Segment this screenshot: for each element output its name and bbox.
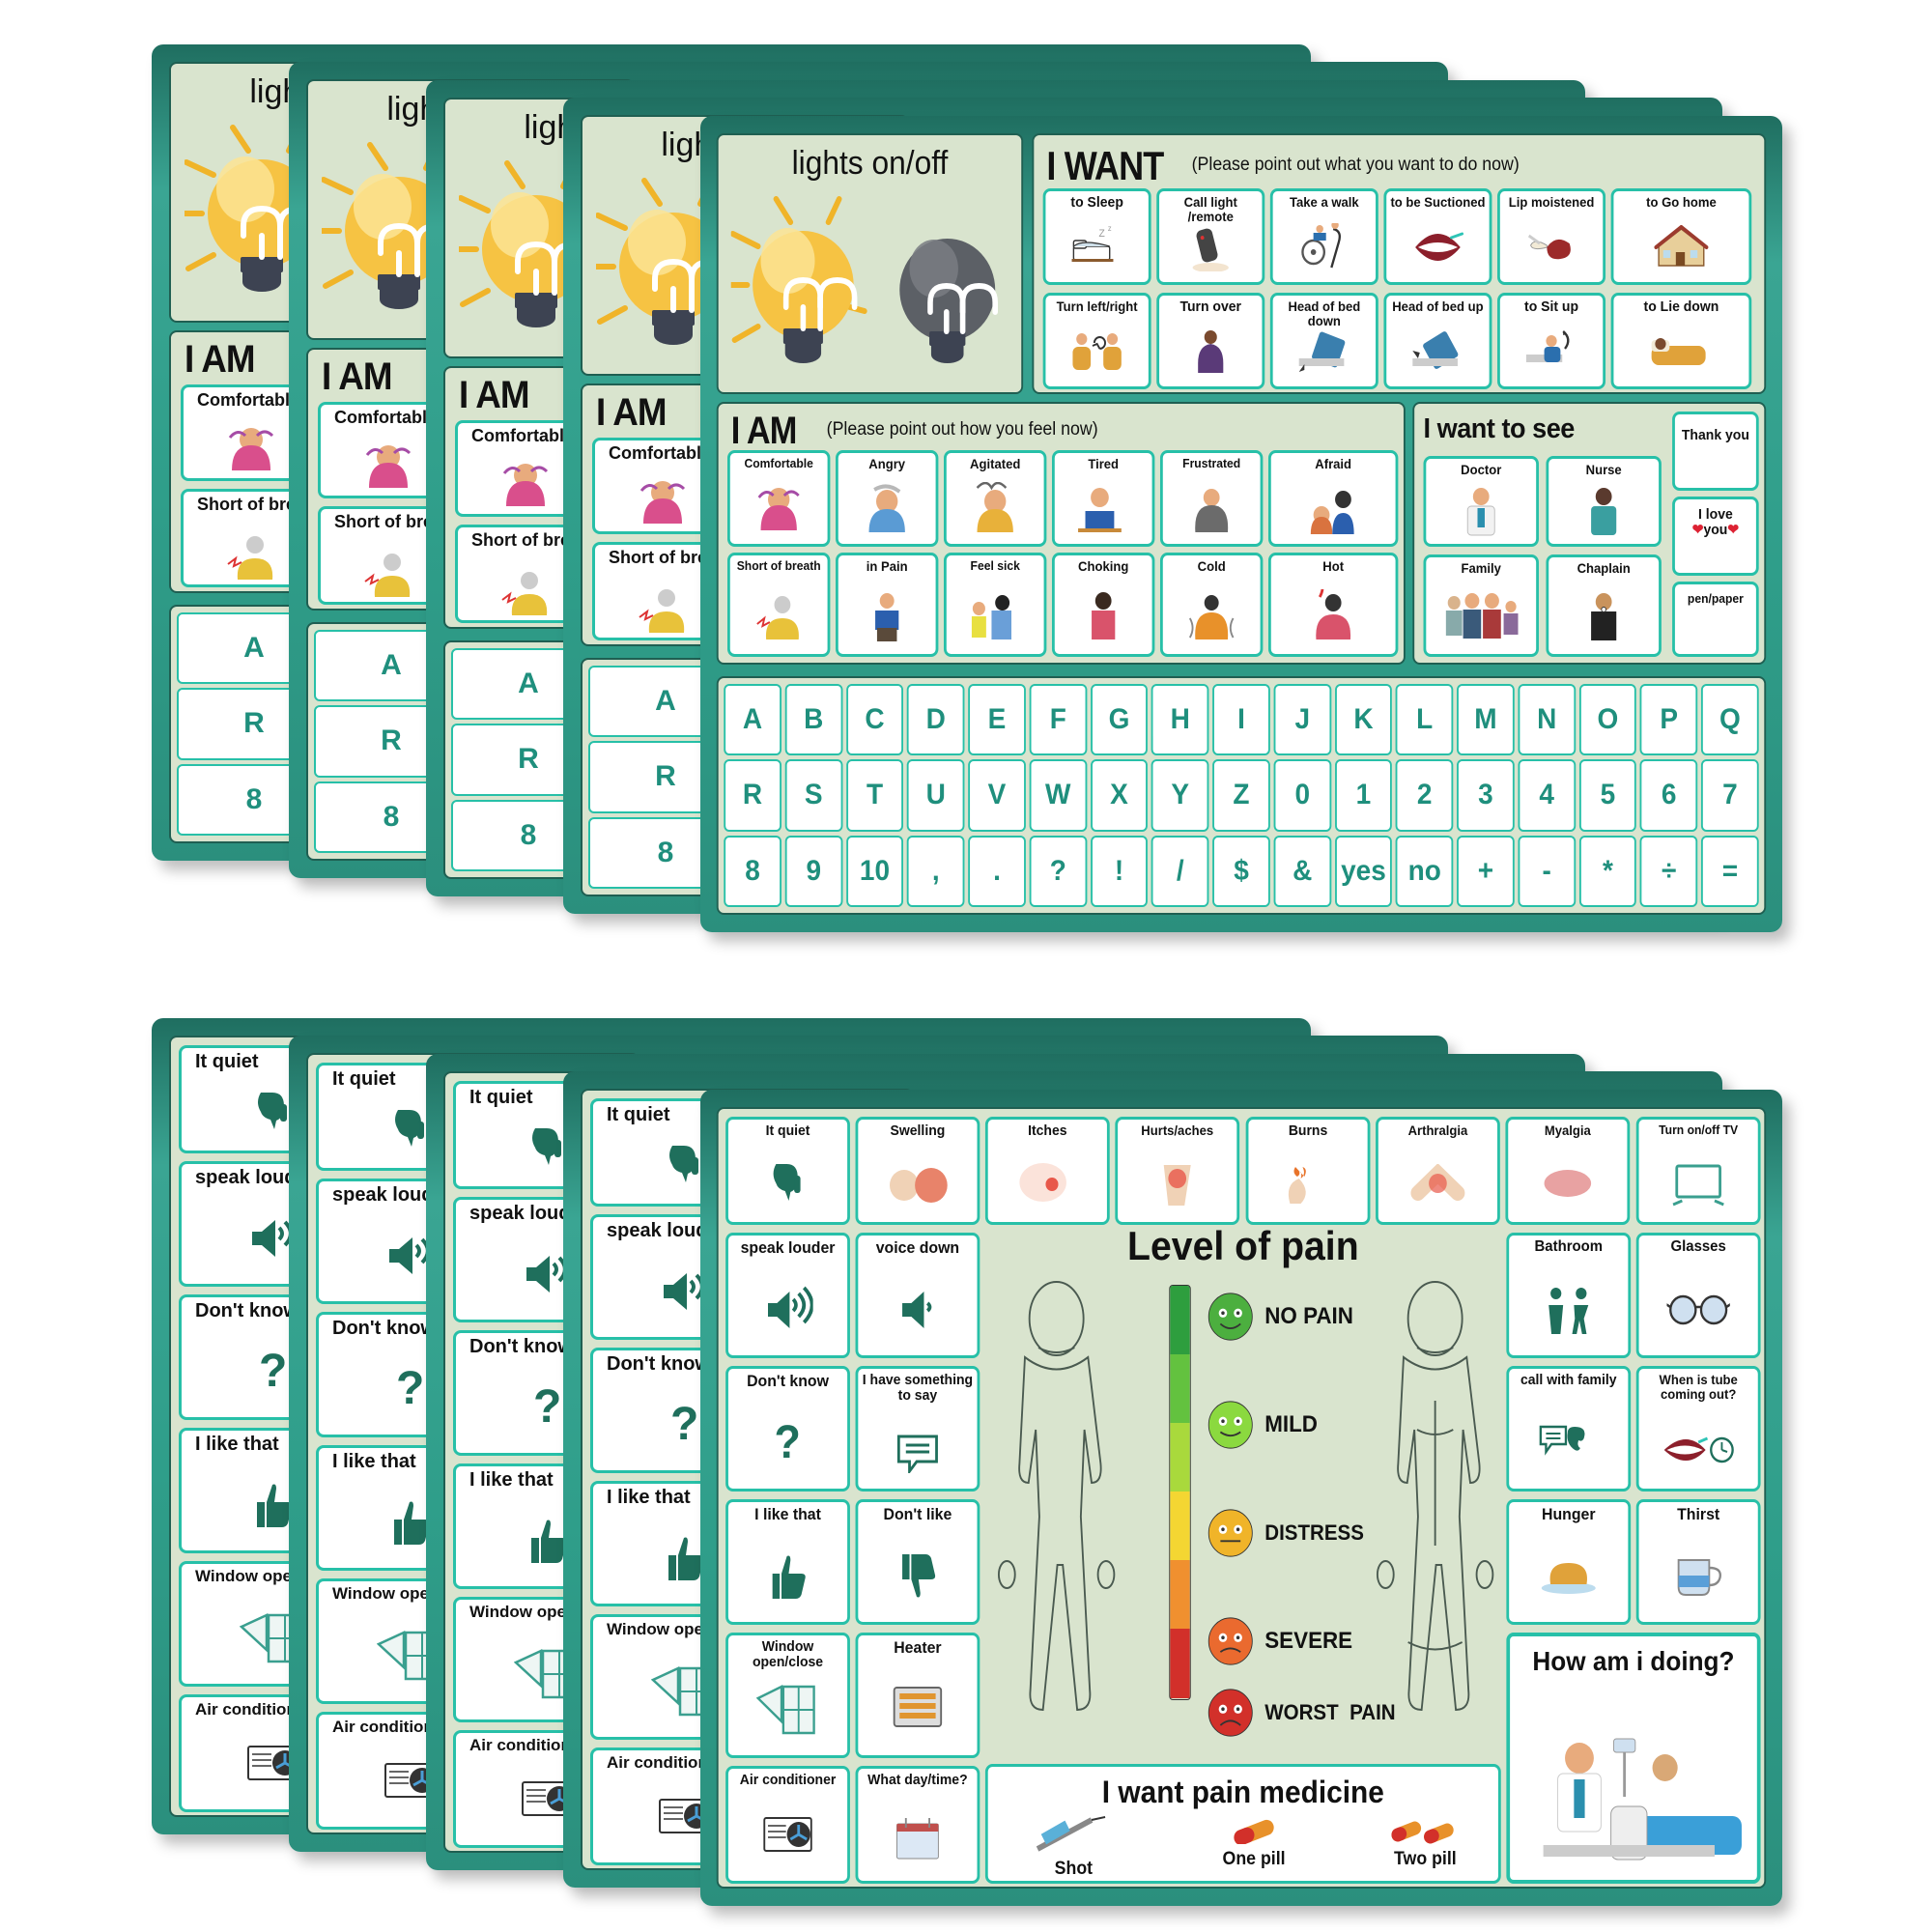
svg-text:?: ?: [259, 1348, 287, 1396]
svg-text:?: ?: [396, 1365, 424, 1413]
svg-text:?: ?: [670, 1401, 698, 1449]
svg-text:z: z: [1108, 225, 1112, 233]
svg-text:Z: Z: [1099, 228, 1106, 240]
svg-text:?: ?: [533, 1383, 561, 1432]
svg-text:?: ?: [775, 1419, 801, 1467]
